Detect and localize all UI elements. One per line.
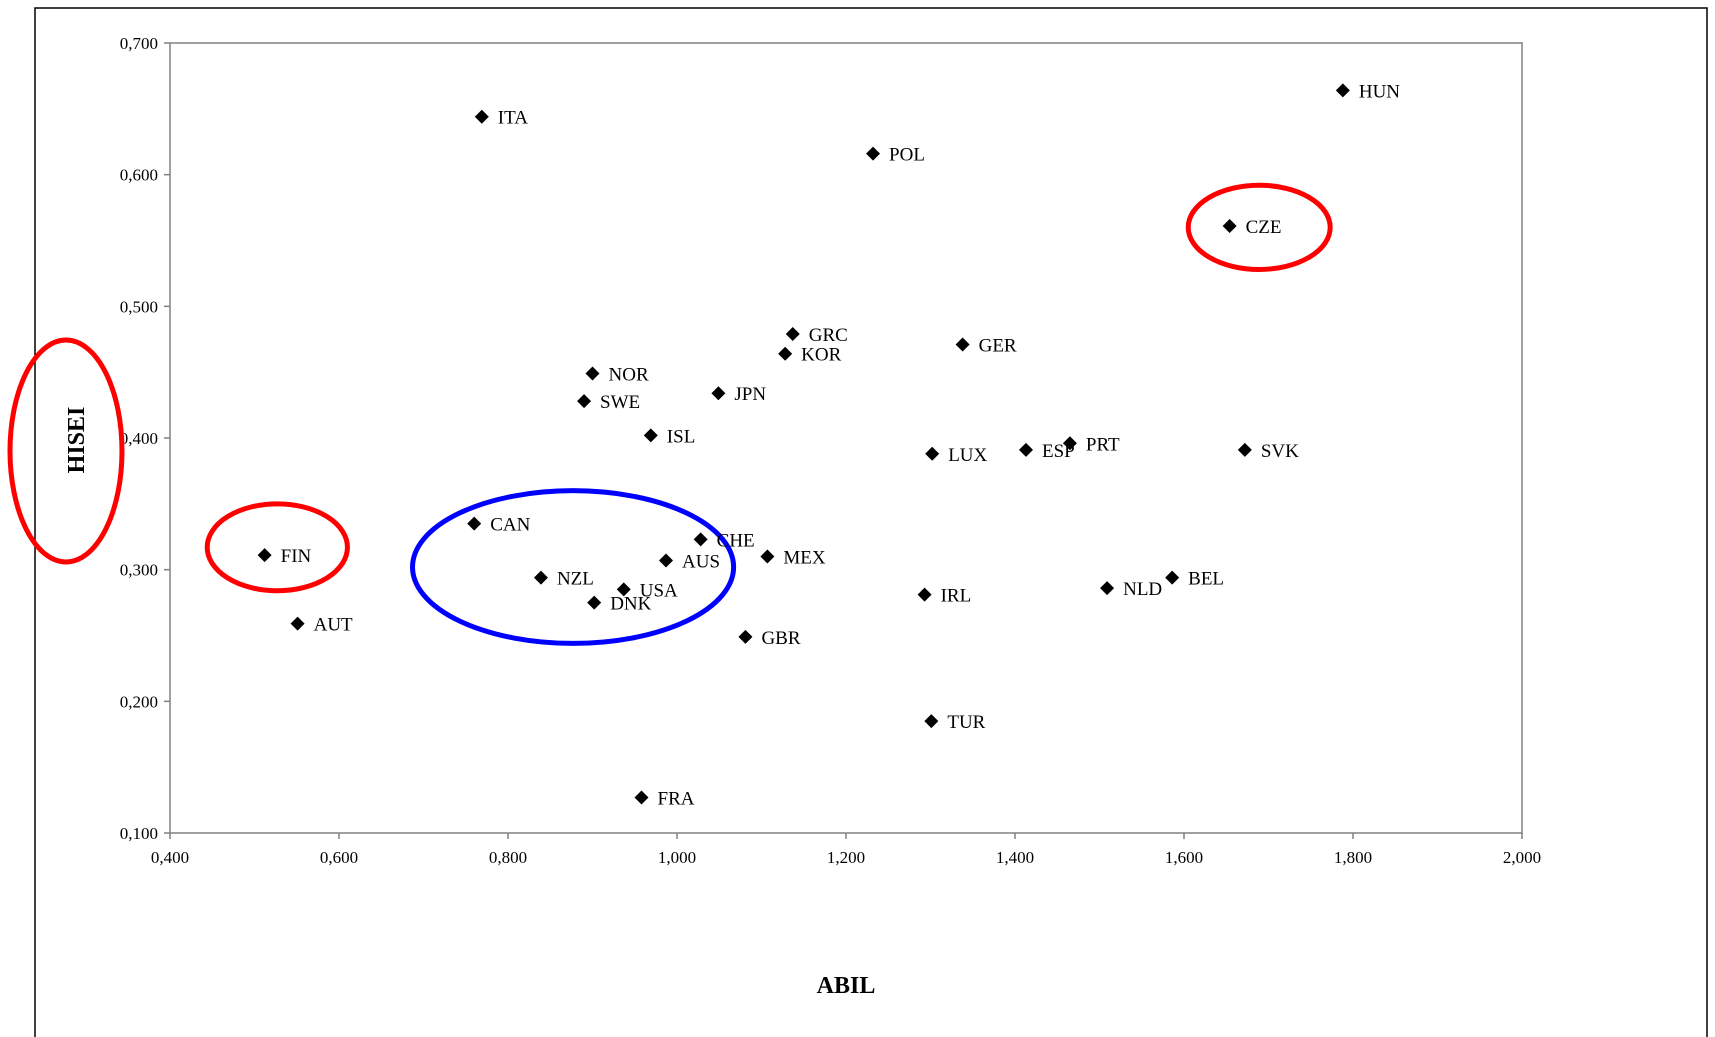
point-marker-hun: [1335, 83, 1350, 98]
x-tick-label: 1,400: [996, 848, 1034, 867]
point-label-ita: ITA: [498, 108, 528, 129]
point-marker-prt: [1062, 436, 1077, 451]
point-label-gbr: GBR: [761, 628, 800, 649]
point-marker-tur: [924, 714, 939, 729]
point-label-nld: NLD: [1123, 579, 1162, 600]
point-marker-gbr: [738, 629, 753, 644]
point-marker-grc: [785, 326, 800, 341]
point-label-che: CHE: [717, 530, 755, 551]
x-tick-label: 0,600: [320, 848, 358, 867]
point-marker-fra: [634, 790, 649, 805]
point-marker-aut: [290, 616, 305, 631]
y-tick-label: 0,300: [120, 561, 158, 580]
point-label-aut: AUT: [314, 615, 353, 636]
point-label-nzl: NZL: [557, 569, 594, 590]
x-tick-label: 1,200: [827, 848, 865, 867]
point-marker-fin: [257, 548, 272, 563]
point-marker-jpn: [711, 386, 726, 401]
point-marker-usa: [616, 582, 631, 597]
point-label-jpn: JPN: [734, 384, 766, 405]
point-label-nor: NOR: [609, 364, 649, 385]
point-label-can: CAN: [490, 515, 530, 536]
point-marker-bel: [1165, 570, 1180, 585]
point-marker-can: [467, 516, 482, 531]
point-label-aus: AUS: [682, 551, 720, 572]
point-marker-ita: [474, 109, 489, 124]
finland-highlight-ellipse: [204, 501, 350, 594]
point-marker-mex: [760, 549, 775, 564]
point-label-irl: IRL: [941, 586, 972, 607]
point-label-fra: FRA: [658, 788, 695, 809]
point-marker-lux: [925, 446, 940, 461]
chart-area-border: [34, 7, 1708, 1037]
point-marker-kor: [778, 346, 793, 361]
x-tick-label: 0,800: [489, 848, 527, 867]
point-marker-irl: [917, 587, 932, 602]
y-tick-label: 0,400: [120, 429, 158, 448]
point-label-fin: FIN: [281, 546, 312, 567]
point-label-tur: TUR: [947, 712, 985, 733]
point-label-bel: BEL: [1188, 569, 1224, 590]
point-marker-svk: [1237, 442, 1252, 457]
data-points: HUN ITA POL CZE GRC GER KOR NOR JPN SWE ISL PRT ESP S…: [257, 81, 1400, 809]
x-tick-label: 1,600: [1165, 848, 1203, 867]
point-label-prt: PRT: [1086, 434, 1120, 455]
point-marker-cze: [1222, 219, 1237, 234]
annotation-layer: [204, 182, 1333, 646]
hisei-label-highlight-ellipse: [7, 337, 125, 565]
x-axis-title: ABIL: [817, 973, 876, 999]
point-label-hun: HUN: [1359, 81, 1400, 102]
axis-ticks: 0,400 0,600 0,800 1,000 1,200 1,400 1,600 1,800…: [120, 34, 1541, 867]
x-tick-label: 1,000: [658, 848, 696, 867]
point-marker-nld: [1100, 581, 1115, 596]
point-marker-nzl: [533, 570, 548, 585]
point-label-dnk: DNK: [610, 594, 651, 615]
point-marker-nor: [585, 366, 600, 381]
point-marker-ger: [955, 337, 970, 352]
x-tick-label: 2,000: [1503, 848, 1541, 867]
x-tick-label: 1,800: [1334, 848, 1372, 867]
y-tick-label: 0,600: [120, 166, 158, 185]
point-label-esp: ESP: [1042, 441, 1075, 462]
point-label-usa: USA: [640, 580, 678, 601]
y-axis-title: HISEI: [64, 407, 90, 474]
point-label-pol: POL: [889, 145, 925, 166]
point-marker-esp: [1018, 442, 1033, 457]
point-label-grc: GRC: [809, 325, 848, 346]
point-marker-che: [693, 532, 708, 547]
x-tick-label: 0,400: [151, 848, 189, 867]
point-label-ger: GER: [979, 336, 1017, 357]
y-tick-label: 0,200: [120, 692, 158, 711]
cluster-highlight-ellipse: [410, 488, 737, 646]
point-marker-swe: [577, 394, 592, 409]
point-marker-isl: [643, 428, 658, 443]
point-label-isl: ISL: [667, 426, 696, 447]
y-tick-label: 0,700: [120, 34, 158, 53]
czech-highlight-ellipse: [1185, 182, 1333, 272]
point-label-cze: CZE: [1246, 217, 1282, 238]
point-label-mex: MEX: [783, 548, 826, 569]
point-marker-dnk: [587, 595, 602, 610]
point-marker-pol: [866, 146, 881, 161]
point-label-svk: SVK: [1261, 441, 1299, 462]
y-tick-label: 0,500: [120, 297, 158, 316]
point-label-lux: LUX: [948, 445, 987, 466]
point-label-kor: KOR: [801, 345, 841, 366]
point-marker-aus: [659, 553, 674, 568]
point-label-swe: SWE: [600, 392, 640, 413]
y-tick-label: 0,100: [120, 824, 158, 843]
